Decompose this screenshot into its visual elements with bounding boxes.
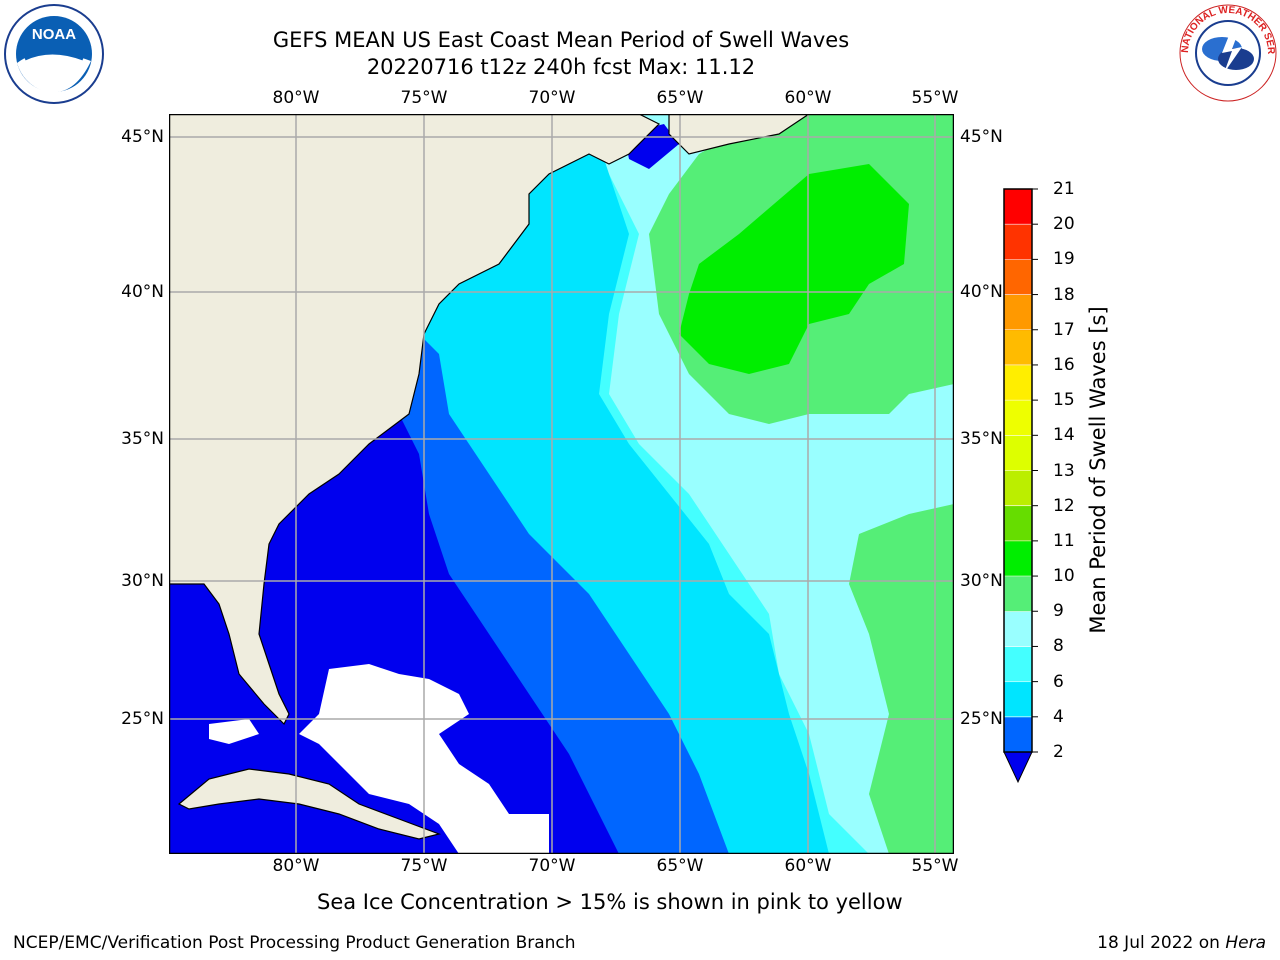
lat-label-right: 40°N (960, 282, 1003, 302)
region-9-10s-se (849, 504, 954, 854)
map-title: GEFS MEAN US East Coast Mean Period of S… (272, 28, 850, 52)
colorbar-tick-label: 20 (1053, 214, 1075, 235)
land-cuba (177, 768, 442, 840)
colorbar-bin (1004, 646, 1032, 683)
colorbar-tick-label: 16 (1053, 354, 1075, 375)
lon-label-top: 55°W (911, 88, 959, 108)
colorbar-bin (1004, 681, 1032, 718)
lat-label-left: 25°N (121, 709, 164, 729)
date-text: 18 Jul 2022 on (1097, 933, 1226, 953)
lat-label-left: 40°N (121, 282, 164, 302)
colorbar-tick-label: 18 (1053, 284, 1075, 305)
map-frame (169, 114, 954, 854)
lon-label-bottom: 65°W (656, 856, 704, 876)
colorbar-bin (1004, 435, 1032, 471)
colorbar-bins (1004, 188, 1038, 753)
colorbar-bin (1004, 224, 1032, 260)
no-data-patch-2 (499, 814, 549, 854)
colorbar-bin (1004, 364, 1032, 401)
colorbar-underflow-triangle (1003, 751, 1033, 784)
colorbar-tick-label: 13 (1053, 460, 1075, 481)
colorbar-tick-label: 15 (1053, 390, 1075, 411)
colorbar-tick-label: 6 (1053, 671, 1064, 692)
colorbar-bin (1004, 576, 1032, 612)
colorbar-tick-label: 10 (1053, 566, 1075, 587)
host-name: Hera (1225, 933, 1266, 953)
lat-label-right: 25°N (960, 709, 1003, 729)
colorbar-tick-label: 2 (1053, 742, 1064, 762)
colorbar-tick-label: 17 (1053, 319, 1075, 340)
lat-label-left: 30°N (121, 571, 164, 591)
region-4-6s (409, 114, 829, 854)
colorbar-tick-label: 21 (1053, 179, 1075, 199)
lat-label-left: 45°N (121, 127, 164, 147)
colorbar-bin (1004, 505, 1032, 542)
sea-ice-note: Sea Ice Concentration > 15% is shown in … (317, 890, 903, 914)
region-below-2s (169, 414, 619, 854)
colorbar (1003, 188, 1038, 784)
lon-label-bottom: 80°W (272, 856, 320, 876)
colorbar-bin (1004, 259, 1032, 296)
lat-label-right: 35°N (960, 429, 1003, 449)
graticule (169, 114, 954, 854)
colorbar-bin (1004, 540, 1032, 577)
lat-label-right: 30°N (960, 571, 1003, 591)
lon-label-top: 60°W (784, 88, 832, 108)
colorbar-bin (1004, 329, 1032, 366)
land-us-east-coast (169, 114, 661, 726)
colorbar-tick-label: 11 (1053, 530, 1075, 551)
lon-label-top: 80°W (272, 88, 320, 108)
colorbar-bin (1004, 611, 1032, 647)
lon-label-top: 65°W (656, 88, 704, 108)
lat-label-right: 45°N (960, 127, 1003, 147)
colorbar-tick-label: 14 (1053, 425, 1075, 446)
no-data-bahamas (299, 664, 509, 854)
colorbar-bin (1004, 470, 1032, 507)
noaa-logo-text: NOAA (32, 26, 76, 43)
lon-label-bottom: 55°W (911, 856, 959, 876)
lon-label-top: 75°W (400, 88, 448, 108)
colorbar-bin (1004, 400, 1032, 436)
noaa-logo-icon: NOAA (4, 4, 104, 104)
colorbar-tick-label: 9 (1053, 601, 1064, 622)
map-subtitle: 20220716 t12z 240h fcst Max: 11.12 (366, 55, 756, 79)
region-10-11s (679, 164, 909, 374)
date-line: 18 Jul 2022 on Hera (1097, 933, 1266, 953)
land-nova-scotia (668, 114, 811, 155)
colorbar-tick-label: 4 (1053, 706, 1064, 727)
colorbar-title: Mean Period of Swell Waves [s] (1086, 306, 1110, 634)
lon-label-bottom: 75°W (400, 856, 448, 876)
lat-label-left: 35°N (121, 429, 164, 449)
colorbar-tick-label: 12 (1053, 495, 1075, 516)
credit-line: NCEP/EMC/Verification Post Processing Pr… (13, 933, 576, 953)
nws-logo-icon: NATIONAL WEATHER SERVICE (1178, 3, 1277, 102)
no-data-patch (209, 719, 259, 744)
swell-period-map (169, 114, 954, 854)
colorbar-frame (1003, 188, 1033, 753)
colorbar-bin (1004, 716, 1032, 753)
colorbar-bin (1004, 294, 1032, 331)
colorbar-tick-label: 19 (1053, 249, 1075, 270)
lon-label-bottom: 60°W (784, 856, 832, 876)
lon-label-bottom: 70°W (528, 856, 576, 876)
colorbar-tick-label: 8 (1053, 636, 1064, 657)
lon-label-top: 70°W (528, 88, 576, 108)
colorbar-bin (1004, 189, 1032, 225)
